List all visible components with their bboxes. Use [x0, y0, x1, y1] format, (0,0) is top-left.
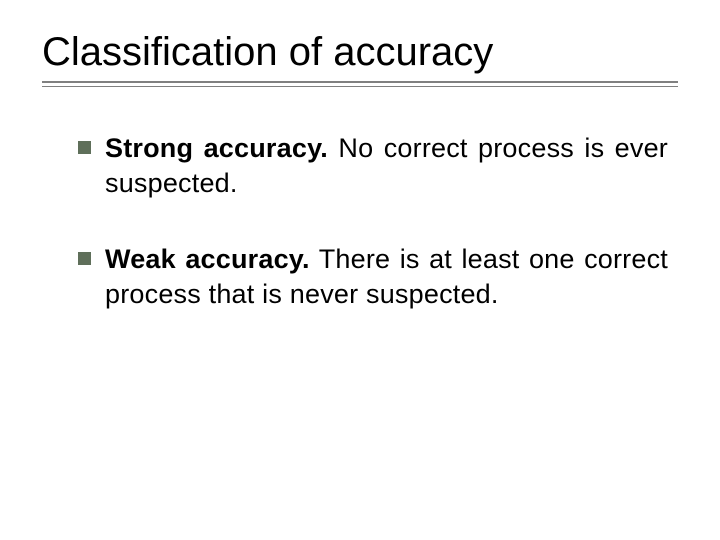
- square-bullet-icon: [78, 141, 91, 154]
- bullet-text: Weak accuracy. There is at least one cor…: [105, 242, 668, 311]
- bullet-bold: Strong accuracy.: [105, 133, 328, 163]
- list-item: Weak accuracy. There is at least one cor…: [78, 242, 668, 311]
- slide-content: Strong accuracy. No correct process is e…: [42, 97, 678, 311]
- square-bullet-icon: [78, 252, 91, 265]
- title-area: Classification of accuracy: [42, 30, 678, 97]
- list-item: Strong accuracy. No correct process is e…: [78, 131, 668, 200]
- bullet-text: Strong accuracy. No correct process is e…: [105, 131, 668, 200]
- slide-title: Classification of accuracy: [42, 30, 678, 75]
- title-underline: [42, 81, 678, 87]
- slide: Classification of accuracy Strong accura…: [0, 0, 720, 540]
- bullet-bold: Weak accuracy.: [105, 244, 310, 274]
